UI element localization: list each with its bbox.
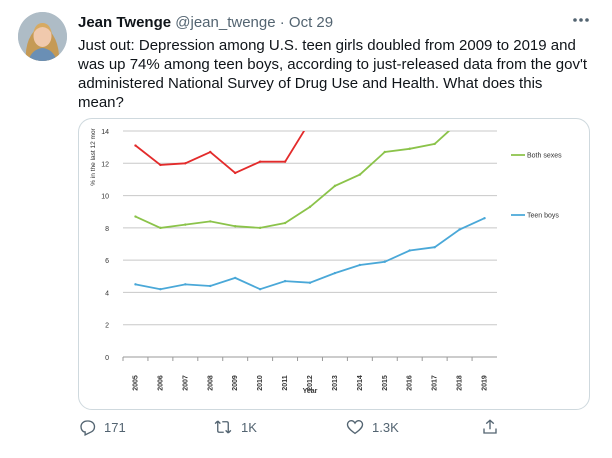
data-point [184,283,187,286]
x-axis-title: Year [303,388,318,395]
action-bar: 171 1K 1.3K [78,418,588,440]
x-tick-label: 2012 [307,375,314,391]
share-icon [483,419,497,434]
data-point [159,288,162,291]
data-point [209,284,212,288]
data-point [184,223,187,226]
data-point [408,249,411,252]
y-tick-label: 14 [101,129,109,136]
author-name[interactable]: Jean Twenge [78,14,172,31]
data-point [134,144,137,147]
data-point [258,226,262,230]
x-tick-label: 2015 [382,375,389,391]
reply-count: 171 [104,419,126,435]
data-point [234,171,237,175]
data-point [358,173,362,176]
more-horizontal-icon [573,18,589,22]
x-tick-label: 2018 [457,375,464,391]
x-tick-label: 2006 [157,375,164,391]
data-point [358,263,362,267]
retweet-button[interactable]: 1K [213,418,257,436]
data-point [433,142,436,146]
like-button[interactable]: 1.3K [346,418,399,436]
x-tick-label: 2013 [332,375,339,391]
data-point [258,160,262,163]
data-point [258,288,262,291]
data-point [383,260,386,263]
tweet-header: Jean Twenge @jean_twenge · Oct 29 [78,14,333,31]
share-button[interactable] [481,418,499,436]
y-tick-label: 2 [105,323,109,330]
data-point [308,281,312,284]
x-tick-label: 2009 [232,375,239,391]
series-line-1 [135,131,451,229]
retweet-icon [214,420,232,434]
data-point [333,271,337,275]
data-point [483,216,486,220]
x-tick-label: 2007 [182,375,189,391]
data-point [283,221,287,225]
x-tick-label: 2011 [282,375,289,390]
data-point [209,220,212,223]
y-tick-label: 4 [105,290,109,297]
data-point [283,160,287,163]
data-point [209,150,212,154]
tweet-date[interactable]: Oct 29 [288,14,334,31]
reply-button[interactable]: 171 [78,418,126,436]
avatar[interactable] [18,12,67,61]
avatar-image [18,12,67,61]
x-tick-label: 2019 [482,375,489,391]
data-point [234,276,237,280]
y-tick-label: 12 [101,161,109,168]
data-point [308,205,312,209]
author-handle[interactable]: @jean_twenge [175,14,276,31]
data-point [383,150,386,154]
x-tick-label: 2017 [432,375,439,391]
data-point [134,215,137,218]
data-point [408,147,411,150]
data-point [234,225,237,228]
like-count: 1.3K [372,419,399,435]
y-tick-label: 10 [101,194,109,201]
like-icon [346,420,364,435]
tweet-media-chart[interactable]: 0 2 4 6 8 10 12 14 2005 2006 2007 2008 2009 2010 2011 2… [78,118,590,410]
x-tick-label: 2010 [257,375,264,391]
reply-icon [80,420,96,436]
data-point [458,228,461,231]
separator-dot: · [279,14,285,31]
x-tick-label: 2008 [207,375,214,391]
data-point [134,283,137,286]
series-line-0 [134,131,306,175]
y-tick-label: 0 [105,355,109,362]
data-point [159,226,162,230]
retweet-count: 1K [241,419,257,435]
x-tick-label: 2016 [407,375,414,391]
data-point [159,163,162,167]
data-point [333,184,337,188]
y-tick-label: 8 [105,226,109,233]
x-tick-label: 2014 [357,375,364,391]
more-icon[interactable] [572,12,590,28]
legend-label: Teen boys [527,213,559,220]
legend-label: Both sexes [527,153,562,160]
series-line-2 [135,217,485,291]
data-point [433,246,436,249]
data-point [184,162,187,165]
tweet-text: Just out: Depression among U.S. teen gir… [78,37,587,111]
y-axis-title: % in the last 12 mor [90,127,97,185]
y-tick-label: 6 [105,258,109,265]
x-tick-label: 2005 [132,375,139,391]
data-point [283,279,287,283]
line-chart: 0 2 4 6 8 10 12 14 2005 2006 2007 2008 2009 2010 2011 2… [90,127,562,395]
